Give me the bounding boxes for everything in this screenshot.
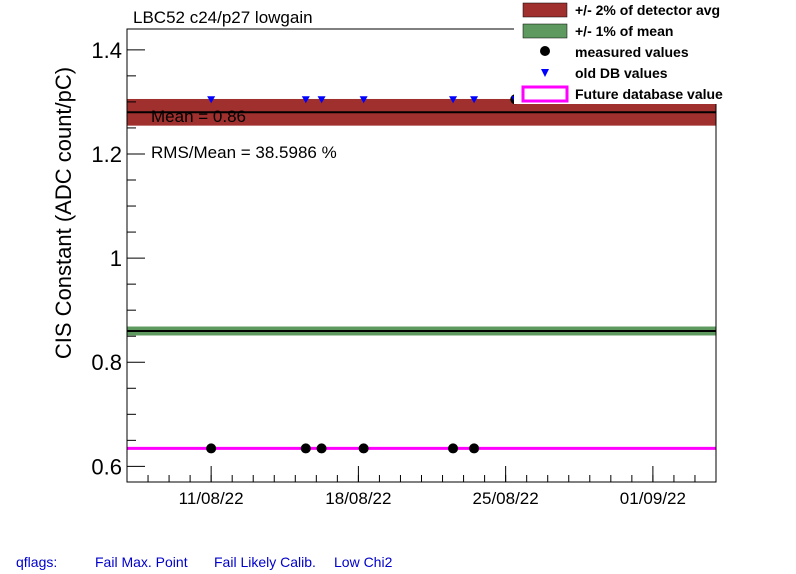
x-tick-label: 25/08/22: [473, 489, 539, 508]
old-db-point: [207, 96, 216, 104]
measured-point: [316, 443, 327, 454]
legend-swatch-future: [521, 85, 569, 103]
legend-label-old-db: old DB values: [575, 65, 668, 81]
measured-point: [448, 443, 459, 454]
y-axis: 0.6 0.8 1 1.2 1.4: [91, 38, 145, 479]
bands-layer: [127, 98, 716, 336]
mean-annotation: Mean = 0.86: [151, 107, 246, 126]
y-tick-label: 1.2: [91, 142, 122, 167]
old-db-point: [359, 96, 368, 104]
legend-marker-measured: [540, 46, 550, 56]
qflag-fail-max-point: Fail Max. Point: [95, 554, 188, 570]
legend-label-measured: measured values: [575, 44, 689, 60]
x-axis: 11/08/22 18/08/22 25/08/22 01/09/22: [126, 466, 717, 508]
x-tick-label: 18/08/22: [325, 489, 391, 508]
legend-label-mean: +/- 1% of mean: [575, 23, 673, 39]
old-db-point: [301, 96, 310, 104]
y-axis-label: CIS Constant (ADC count/pC): [51, 67, 76, 359]
legend-swatch-detector-avg: [522, 2, 568, 18]
old-db-point: [317, 96, 326, 104]
y-tick-label: 0.8: [91, 350, 122, 375]
legend-label-detector-avg: +/- 2% of detector avg: [575, 2, 720, 18]
old-db-point: [449, 96, 458, 104]
y-tick-label: 1.4: [91, 38, 122, 63]
legend-label-future: Future database value: [575, 86, 723, 102]
legend-marker-old-db: [541, 69, 549, 77]
measured-point: [206, 443, 217, 454]
qflag-low-chi2: Low Chi2: [334, 554, 393, 570]
measured-point: [300, 443, 311, 454]
y-tick-label: 1: [110, 246, 122, 271]
legend: +/- 2% of detector avg +/- 1% of mean me…: [514, 0, 730, 104]
chart-title: LBC52 c24/p27 lowgain: [133, 8, 313, 27]
measured-point: [358, 443, 369, 454]
rms-mean-annotation: RMS/Mean = 38.5986 %: [151, 143, 337, 162]
legend-swatch-mean: [522, 23, 568, 39]
reference-lines-layer: [127, 111, 716, 450]
measured-point: [469, 443, 480, 454]
x-tick-label: 11/08/22: [179, 489, 244, 508]
y-tick-label: 0.6: [91, 454, 122, 479]
qflags-label: qflags:: [16, 554, 58, 570]
qflag-fail-likely-calib: Fail Likely Calib.: [214, 554, 316, 570]
old-db-point: [470, 96, 479, 104]
x-tick-label: 01/09/22: [620, 489, 686, 508]
